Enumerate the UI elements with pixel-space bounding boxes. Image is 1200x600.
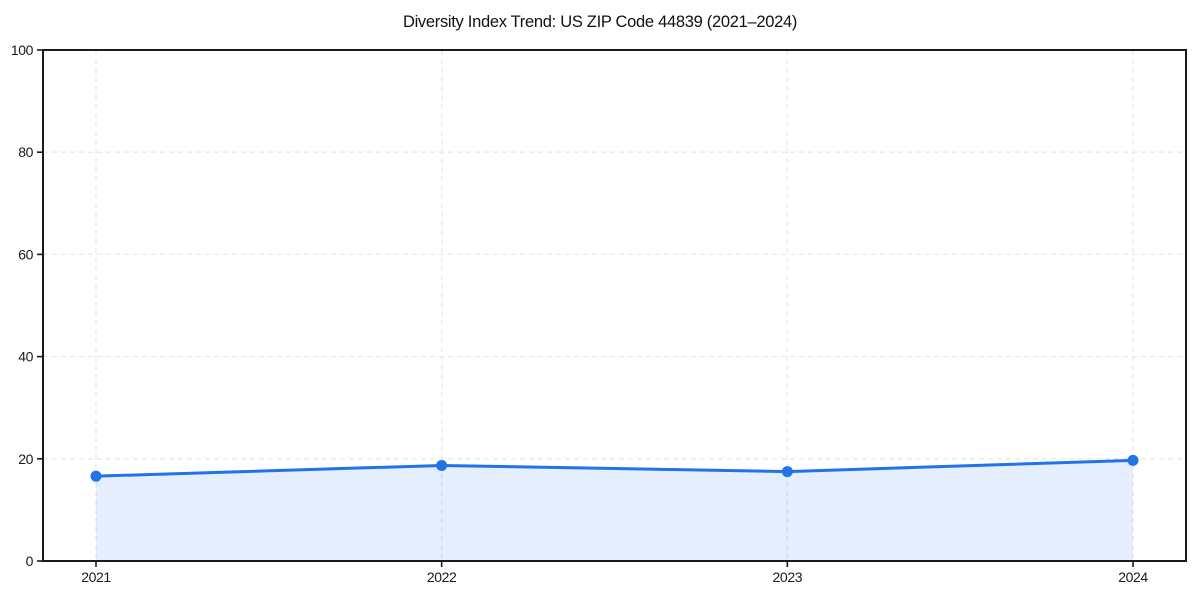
y-tick-label-100: 100	[11, 42, 34, 58]
area-fill	[96, 460, 1133, 561]
trend-line	[94, 458, 1135, 478]
x-tick-label-2021: 2021	[81, 569, 111, 585]
chart-title: Diversity Index Trend: US ZIP Code 44839…	[402, 13, 798, 31]
y-tick-label-0: 0	[26, 553, 34, 569]
y-tick-label-40: 40	[18, 349, 33, 365]
data-point-2024	[1127, 454, 1139, 466]
x-tick-label-2023: 2023	[773, 569, 803, 585]
data-point-2022	[436, 459, 448, 471]
x-tick-label-2024: 2024	[1118, 569, 1148, 585]
data-point-2021	[90, 470, 102, 482]
y-tick-label-60: 60	[18, 246, 33, 262]
y-tick-label-20: 20	[18, 451, 33, 467]
y-tick-label-80: 80	[18, 144, 33, 160]
data-point-2023	[781, 466, 793, 478]
plot-border	[42, 49, 1187, 562]
x-tick-label-2022: 2022	[427, 569, 457, 585]
